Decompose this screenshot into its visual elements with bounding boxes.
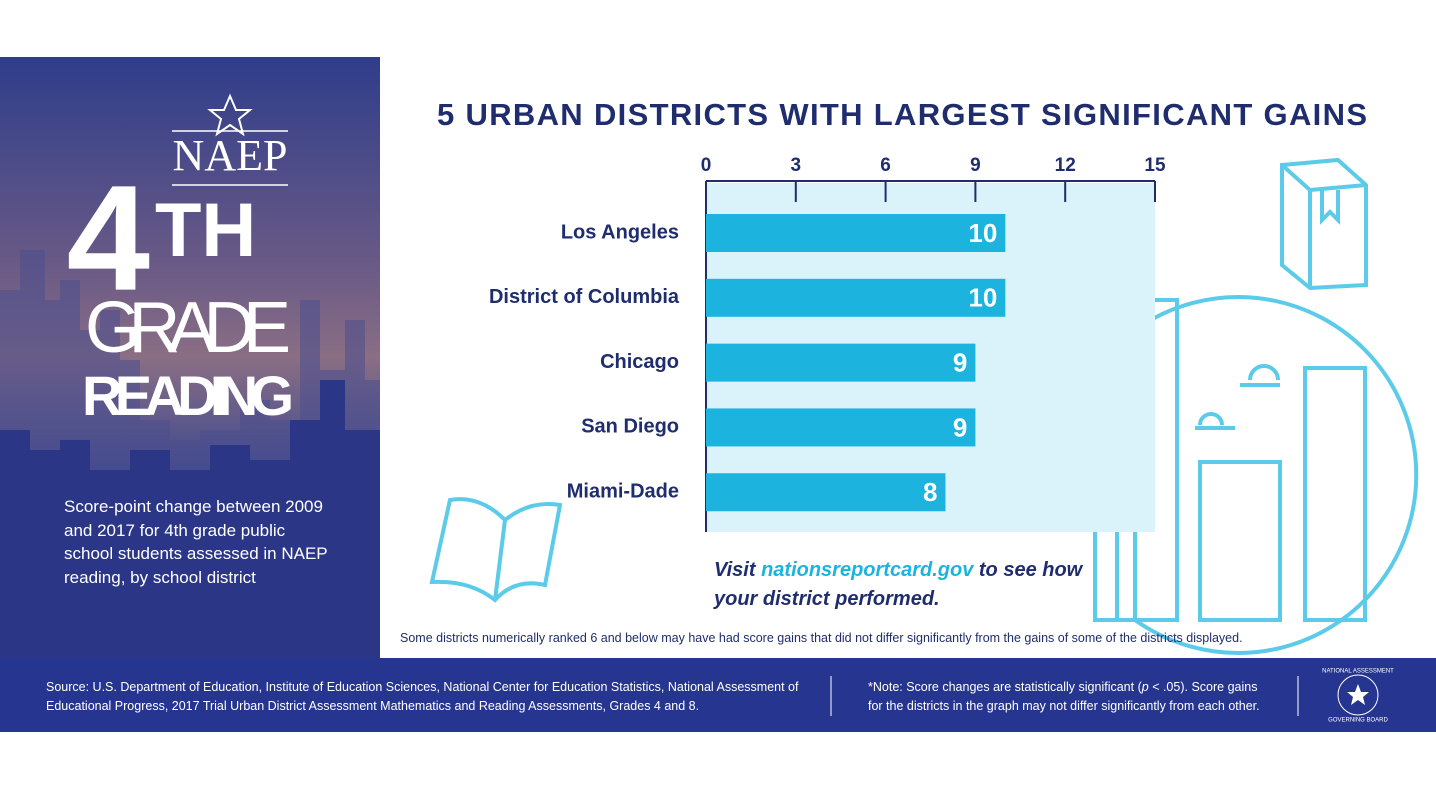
x-tick-label: 0 bbox=[701, 155, 712, 176]
y-tick-label: Chicago bbox=[600, 351, 679, 373]
footer-bg bbox=[0, 658, 1436, 732]
x-tick-label: 15 bbox=[1144, 155, 1166, 176]
bar bbox=[706, 408, 976, 447]
note-italic: p bbox=[1141, 680, 1149, 694]
grade-suffix: TH bbox=[155, 188, 256, 273]
source: Source: U.S. Department of Education, In… bbox=[46, 680, 799, 713]
value-label: 9 bbox=[953, 348, 967, 378]
callout-text: to see how your district performed. bbox=[714, 559, 1083, 610]
callout: Visit nationsreportcard.gov to see how y… bbox=[714, 556, 1094, 614]
badge-text: NATIONAL ASSESSMENT bbox=[1322, 669, 1394, 675]
y-tick-label: Los Angeles bbox=[561, 221, 679, 243]
note-text: < .05). Score gains for the districts in… bbox=[868, 680, 1260, 713]
skyline-front bbox=[0, 380, 380, 658]
badge-ring bbox=[1337, 674, 1379, 716]
bar bbox=[706, 278, 1006, 317]
x-tick-label: 9 bbox=[970, 155, 981, 176]
grade-number: 4 bbox=[67, 154, 150, 322]
grade: GRADE bbox=[85, 288, 291, 368]
description: Score-point change between 2009 and 2017… bbox=[64, 497, 328, 587]
badge-text: GOVERNING BOARD bbox=[1328, 718, 1388, 724]
callout-text: Visit bbox=[714, 559, 756, 581]
x-tick-label: 3 bbox=[791, 155, 802, 176]
logo: NAEP bbox=[173, 131, 288, 180]
bar bbox=[706, 343, 976, 382]
value-label: 8 bbox=[923, 477, 937, 507]
star-icon bbox=[207, 93, 253, 137]
subject: READING bbox=[82, 364, 294, 427]
y-tick-label: Miami-Dade bbox=[567, 481, 679, 503]
value-label: 10 bbox=[968, 218, 997, 248]
footnote: Some districts numerically ranked 6 and … bbox=[400, 631, 1243, 645]
note-text: *Note: Score changes are statistically s… bbox=[868, 680, 1142, 694]
x-tick-label: 6 bbox=[880, 155, 891, 176]
y-tick-label: District of Columbia bbox=[489, 286, 680, 308]
badge-star bbox=[1347, 684, 1369, 705]
bar bbox=[706, 473, 946, 512]
chart-title: 5 URBAN DISTRICTS WITH LARGEST SIGNIFICA… bbox=[437, 97, 1367, 132]
bar bbox=[706, 214, 1006, 252]
value-label: 10 bbox=[968, 283, 997, 313]
note: *Note: Score changes are statistically s… bbox=[868, 678, 1268, 716]
x-tick-label: 12 bbox=[1055, 155, 1076, 176]
value-label: 9 bbox=[953, 412, 967, 442]
y-tick-label: San Diego bbox=[581, 416, 679, 438]
link[interactable]: nationsreportcard.gov bbox=[761, 559, 974, 581]
